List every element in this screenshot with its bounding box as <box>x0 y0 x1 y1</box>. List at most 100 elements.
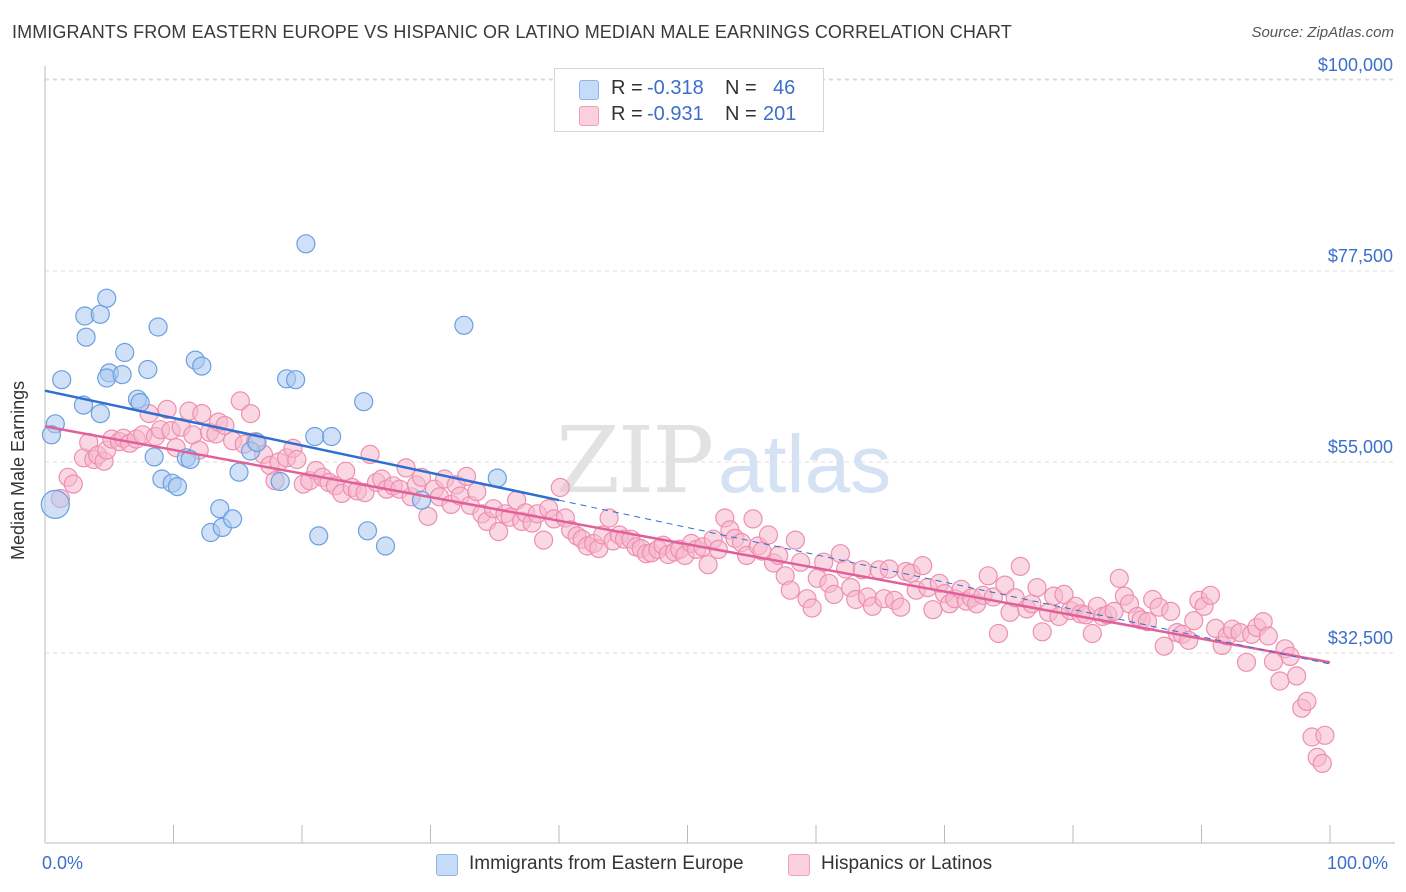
grid-lines <box>45 78 1395 654</box>
legend-row-eastern-europe: R = -0.318 N = 46 <box>555 76 823 102</box>
legend-swatch-blue <box>579 80 599 100</box>
data-point <box>1200 585 1221 605</box>
legend-r-label: R = <box>611 103 643 125</box>
data-point <box>192 404 212 424</box>
data-point <box>229 462 249 482</box>
data-point <box>76 327 96 347</box>
data-point <box>40 489 70 519</box>
data-point <box>115 342 135 363</box>
data-point <box>1032 622 1052 642</box>
legend-r-value: -0.931 <box>647 103 704 125</box>
data-point <box>1286 666 1307 686</box>
legend-label: Hispanics or Latinos <box>821 853 993 874</box>
data-point <box>487 468 507 488</box>
legend-n-label: N = <box>725 77 757 99</box>
data-point <box>223 509 243 529</box>
data-point <box>90 304 110 324</box>
data-point <box>296 234 316 254</box>
data-point <box>785 530 806 550</box>
data-point <box>978 566 998 586</box>
data-point <box>230 391 250 411</box>
data-point <box>1005 588 1025 608</box>
y-tick-labels: $32,500 $55,000 $77,500 $100,000 <box>1318 55 1393 648</box>
data-point <box>1022 594 1042 614</box>
data-point <box>995 575 1015 595</box>
trend-line-hispanics <box>44 425 1331 664</box>
data-point <box>923 600 943 620</box>
data-point <box>1258 626 1278 646</box>
data-point <box>322 426 342 447</box>
data-point <box>63 474 83 494</box>
y-tick-label: $55,000 <box>1328 437 1393 457</box>
y-tick-label: $77,500 <box>1328 246 1393 266</box>
data-point <box>336 461 356 481</box>
data-point <box>489 521 509 542</box>
data-point <box>52 370 72 390</box>
source-label: Source: ZipAtlas.com <box>1251 24 1394 41</box>
legend-swatch-pink <box>579 106 599 126</box>
data-point <box>1236 652 1257 672</box>
data-point <box>454 315 474 335</box>
data-point <box>305 426 325 447</box>
stats-legend: R = -0.318 N = 46 R = -0.931 N = 201 <box>554 68 824 132</box>
data-point <box>1297 691 1317 712</box>
data-point <box>824 584 844 605</box>
axes <box>44 66 1395 844</box>
trend-lines <box>44 389 1331 665</box>
data-point <box>167 477 187 497</box>
data-point <box>112 365 132 385</box>
data-point <box>467 482 487 502</box>
watermark-zip: ZIP <box>556 407 712 514</box>
legend-swatch-blue <box>436 854 458 876</box>
data-point <box>1161 601 1181 622</box>
data-point <box>138 359 158 380</box>
data-point <box>913 555 933 576</box>
legend-swatch-pink <box>788 854 810 876</box>
series-eastern-europe-points <box>40 234 507 556</box>
data-point <box>1270 671 1290 691</box>
y-axis-label: Median Male Earnings <box>8 380 28 560</box>
data-point <box>1184 611 1204 631</box>
data-point <box>90 404 110 424</box>
data-point <box>1082 623 1102 644</box>
data-point <box>1027 577 1047 598</box>
watermark-atlas: atlas <box>718 419 891 510</box>
data-point <box>1054 584 1074 605</box>
data-point <box>780 580 800 600</box>
data-point <box>157 399 177 419</box>
data-point <box>354 392 374 412</box>
data-point <box>698 555 718 575</box>
data-point <box>144 447 164 467</box>
chart-title: IMMIGRANTS FROM EASTERN EUROPE VS HISPAN… <box>12 22 1012 42</box>
legend-label: Immigrants from Eastern Europe <box>469 853 744 874</box>
data-point <box>1315 725 1335 745</box>
data-point <box>533 530 554 550</box>
x-min-label: 0.0% <box>42 853 84 873</box>
data-point <box>988 623 1009 644</box>
legend-n-value: 201 <box>763 103 797 125</box>
legend-row-hispanics: R = -0.931 N = 201 <box>555 102 823 128</box>
legend-r-label: R = <box>611 77 643 99</box>
data-point <box>241 404 261 424</box>
data-point <box>802 598 822 618</box>
data-point <box>550 477 570 498</box>
data-point <box>210 499 230 519</box>
data-point <box>148 317 168 337</box>
y-tick-label: $100,000 <box>1318 55 1393 75</box>
data-point <box>287 449 307 470</box>
data-point <box>375 536 396 556</box>
x-max-label: 100.0% <box>1327 853 1389 873</box>
data-point <box>790 552 811 572</box>
data-point <box>599 508 619 528</box>
data-point <box>891 597 911 617</box>
data-point <box>41 425 62 445</box>
data-point <box>1010 556 1030 577</box>
legend-n-value: 46 <box>773 77 796 99</box>
data-point <box>418 506 438 526</box>
trend-line-eastern-europe <box>44 389 560 502</box>
data-point <box>270 471 290 492</box>
watermark: ZIP atlas <box>556 407 891 514</box>
data-point <box>1312 753 1332 774</box>
data-point <box>1154 636 1174 656</box>
